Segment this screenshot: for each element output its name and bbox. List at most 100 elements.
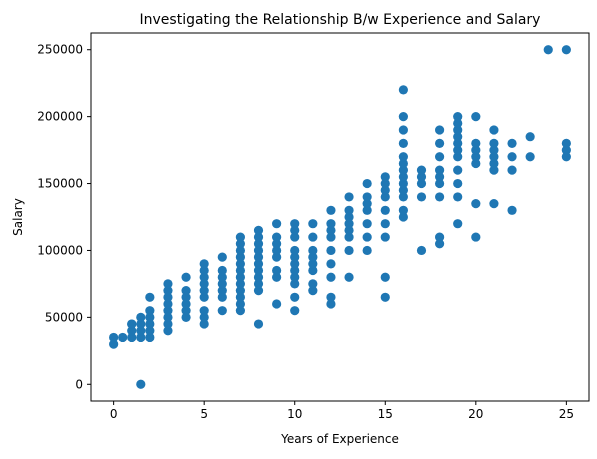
data-point xyxy=(398,165,408,175)
data-point xyxy=(471,199,481,209)
data-point xyxy=(235,292,245,302)
data-point xyxy=(435,239,445,249)
data-point xyxy=(507,205,517,215)
data-point xyxy=(453,118,463,128)
data-point xyxy=(253,232,264,242)
data-point xyxy=(145,312,155,322)
data-point xyxy=(199,312,209,322)
data-point xyxy=(199,292,209,302)
data-point xyxy=(453,125,463,135)
data-point xyxy=(561,145,571,155)
data-point xyxy=(326,205,336,215)
data-point xyxy=(435,178,445,189)
data-point xyxy=(290,292,300,302)
data-point xyxy=(435,172,445,182)
data-point xyxy=(109,332,119,343)
data-point xyxy=(181,272,191,282)
data-point xyxy=(163,279,173,289)
data-point xyxy=(344,219,354,229)
chart-title: Investigating the Relationship B/w Exper… xyxy=(140,12,541,28)
data-point xyxy=(290,232,300,242)
data-point xyxy=(290,252,300,262)
data-point xyxy=(471,232,481,242)
y-tick-label: 100000 xyxy=(37,243,83,257)
data-point xyxy=(453,219,463,229)
data-point xyxy=(235,265,245,276)
data-point xyxy=(398,138,408,148)
data-point xyxy=(308,265,318,276)
data-point xyxy=(326,232,336,242)
data-point xyxy=(398,205,408,215)
data-point xyxy=(435,152,445,162)
data-point xyxy=(380,178,390,189)
data-point xyxy=(272,299,282,309)
data-point xyxy=(435,125,445,135)
data-point xyxy=(435,165,445,175)
data-point xyxy=(199,319,209,329)
data-point xyxy=(272,245,282,256)
data-point xyxy=(416,178,427,189)
data-point xyxy=(253,286,264,296)
data-point xyxy=(290,279,300,289)
data-point xyxy=(272,272,282,282)
points-layer xyxy=(109,45,571,389)
data-point xyxy=(489,152,499,162)
data-point xyxy=(453,138,463,148)
data-point xyxy=(235,245,245,256)
data-point xyxy=(416,192,427,202)
data-point xyxy=(471,112,481,122)
data-point xyxy=(362,205,372,215)
data-point xyxy=(561,138,571,148)
y-tick-label: 200000 xyxy=(37,110,83,124)
data-point xyxy=(344,225,354,235)
data-point xyxy=(344,212,354,222)
data-point xyxy=(344,232,354,242)
data-point xyxy=(199,306,209,316)
data-point xyxy=(136,332,146,343)
data-point xyxy=(398,152,408,162)
y-tick-label: 150000 xyxy=(37,177,83,191)
data-point xyxy=(398,178,408,189)
data-point xyxy=(235,239,245,249)
data-point xyxy=(543,45,553,55)
data-point xyxy=(163,312,173,322)
data-point xyxy=(471,158,481,169)
data-point xyxy=(471,145,481,155)
data-point xyxy=(344,272,354,282)
data-point xyxy=(163,319,173,329)
data-point xyxy=(380,185,390,195)
data-point xyxy=(235,272,245,282)
data-point xyxy=(435,192,445,202)
data-point xyxy=(398,172,408,182)
data-point xyxy=(235,232,245,242)
data-point xyxy=(136,312,146,322)
data-point xyxy=(416,165,427,175)
data-point xyxy=(290,272,300,282)
y-tick-label: 50000 xyxy=(45,310,83,324)
data-point xyxy=(253,239,264,249)
data-point xyxy=(453,192,463,202)
ticks-layer: 0 5 10 15 20 25 0 50000 100000 150000 200000 250000 xyxy=(37,43,574,421)
data-point xyxy=(398,125,408,135)
data-point xyxy=(525,152,535,162)
data-point xyxy=(489,165,499,175)
data-point xyxy=(217,265,227,276)
data-point xyxy=(217,286,227,296)
data-point xyxy=(507,152,517,162)
data-point xyxy=(181,312,191,322)
data-point xyxy=(109,339,119,349)
data-point xyxy=(163,306,173,316)
data-point xyxy=(489,138,499,148)
data-point xyxy=(453,112,463,122)
data-point xyxy=(326,299,336,309)
data-point xyxy=(380,205,390,215)
data-point xyxy=(344,205,354,215)
data-point xyxy=(290,219,300,229)
data-point xyxy=(380,192,390,202)
data-point xyxy=(489,145,499,155)
data-point xyxy=(217,292,227,302)
data-point xyxy=(489,199,499,209)
data-point xyxy=(163,292,173,302)
